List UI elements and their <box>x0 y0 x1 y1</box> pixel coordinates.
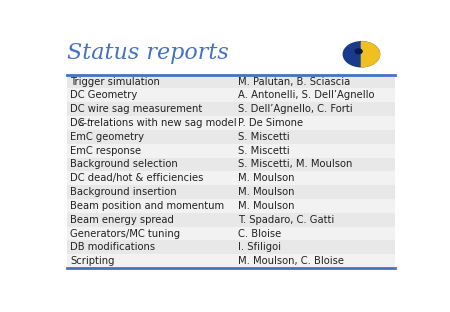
Text: Background insertion: Background insertion <box>70 187 177 197</box>
Text: DC: DC <box>70 118 88 128</box>
Text: S. Miscetti, M. Moulson: S. Miscetti, M. Moulson <box>238 159 352 169</box>
Bar <box>67 102 395 116</box>
Text: EmC geometry: EmC geometry <box>70 132 144 142</box>
Text: C. Bloise: C. Bloise <box>238 228 281 239</box>
Wedge shape <box>361 42 379 67</box>
Bar <box>67 144 395 158</box>
Text: relations with new sag model: relations with new sag model <box>86 118 236 128</box>
Text: S. Miscetti: S. Miscetti <box>238 132 289 142</box>
Text: I. Sfiligoi: I. Sfiligoi <box>238 242 281 252</box>
Bar <box>67 227 395 241</box>
Text: M. Palutan, B. Sciascia: M. Palutan, B. Sciascia <box>238 76 350 87</box>
Text: S. Miscetti: S. Miscetti <box>238 146 289 156</box>
Text: M. Moulson: M. Moulson <box>238 201 294 211</box>
Bar <box>67 89 395 102</box>
Text: DC dead/hot & efficiencies: DC dead/hot & efficiencies <box>70 173 203 183</box>
Text: M. Moulson, C. Bloise: M. Moulson, C. Bloise <box>238 256 344 266</box>
Text: s-t: s-t <box>79 118 92 128</box>
Circle shape <box>355 49 362 54</box>
Text: Background selection: Background selection <box>70 159 178 169</box>
Text: Beam position and momentum: Beam position and momentum <box>70 201 224 211</box>
Text: Status reports: Status reports <box>67 42 229 64</box>
Bar <box>67 75 395 89</box>
Text: T. Spadaro, C. Gatti: T. Spadaro, C. Gatti <box>238 215 334 225</box>
Text: P. De Simone: P. De Simone <box>238 118 303 128</box>
Text: EmC response: EmC response <box>70 146 141 156</box>
Bar <box>67 213 395 227</box>
Text: Beam energy spread: Beam energy spread <box>70 215 174 225</box>
Bar <box>67 254 395 268</box>
Text: DC wire sag measurement: DC wire sag measurement <box>70 104 202 114</box>
Bar <box>67 116 395 130</box>
Bar <box>67 130 395 144</box>
Text: Scripting: Scripting <box>70 256 115 266</box>
Circle shape <box>343 42 379 67</box>
Text: M. Moulson: M. Moulson <box>238 187 294 197</box>
Text: S. Dell’Agnello, C. Forti: S. Dell’Agnello, C. Forti <box>238 104 352 114</box>
Bar <box>67 241 395 254</box>
Text: Generators/MC tuning: Generators/MC tuning <box>70 228 180 239</box>
Text: DC Geometry: DC Geometry <box>70 90 137 100</box>
Bar <box>67 185 395 199</box>
Text: A. Antonelli, S. Dell’Agnello: A. Antonelli, S. Dell’Agnello <box>238 90 374 100</box>
Bar <box>67 158 395 171</box>
Bar <box>67 199 395 213</box>
Text: M. Moulson: M. Moulson <box>238 173 294 183</box>
Text: DB modifications: DB modifications <box>70 242 155 252</box>
Text: Trigger simulation: Trigger simulation <box>70 76 160 87</box>
Bar <box>67 171 395 185</box>
